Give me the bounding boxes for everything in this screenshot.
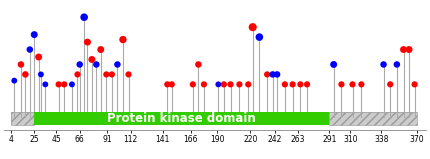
Point (31, 33, 38, 36)
Point (76, 63, 83, 66)
Point (264, 73, 270, 76)
Point (35, 56, 42, 58)
Point (26, 48, 33, 51)
Point (405, 48, 412, 51)
Point (89, 58, 95, 61)
Point (195, 63, 202, 66)
Bar (11, 112, 417, 125)
Point (330, 63, 337, 66)
Point (393, 63, 400, 66)
Point (289, 83, 296, 86)
Point (221, 83, 227, 86)
Point (108, 73, 115, 76)
Point (358, 83, 365, 86)
Point (380, 63, 387, 66)
Point (297, 83, 304, 86)
Point (189, 83, 196, 86)
Point (22, 73, 29, 76)
Point (168, 83, 175, 86)
Point (245, 83, 252, 86)
Point (93, 63, 100, 66)
Point (97, 48, 104, 51)
Point (42, 83, 49, 86)
Point (200, 83, 207, 86)
Point (114, 63, 121, 66)
Point (269, 73, 276, 76)
Bar (34, 112, 329, 125)
Point (55, 83, 62, 86)
Text: Protein kinase domain: Protein kinase domain (108, 112, 256, 125)
Point (68, 83, 75, 86)
Point (103, 73, 110, 76)
Point (256, 36, 263, 38)
Point (215, 83, 222, 86)
Point (164, 83, 171, 86)
Point (81, 16, 88, 18)
Point (74, 73, 81, 76)
Point (304, 83, 310, 86)
Point (338, 83, 345, 86)
Point (18, 63, 25, 66)
Point (349, 83, 356, 86)
Point (281, 83, 288, 86)
Point (125, 73, 132, 76)
Point (61, 83, 68, 86)
Point (249, 26, 256, 28)
Point (120, 38, 126, 41)
Bar (329, 112, 417, 125)
Point (11, 79, 18, 82)
Point (387, 83, 393, 86)
Point (411, 83, 418, 86)
Point (273, 73, 280, 76)
Point (227, 83, 234, 86)
Point (400, 48, 407, 51)
Point (236, 83, 243, 86)
Point (84, 41, 91, 43)
Point (37, 73, 44, 76)
Bar (11, 112, 34, 125)
